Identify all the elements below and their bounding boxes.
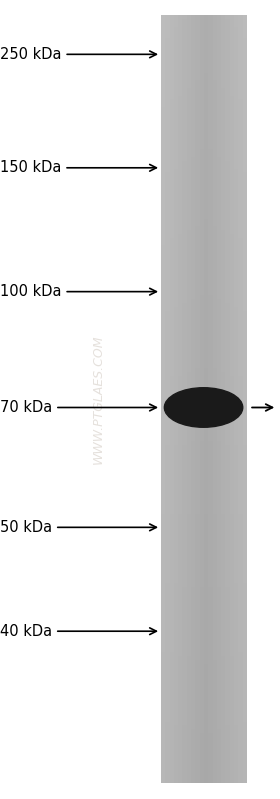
Text: 40 kDa: 40 kDa: [0, 624, 156, 638]
Text: 50 kDa: 50 kDa: [0, 520, 156, 535]
Text: 70 kDa: 70 kDa: [0, 400, 156, 415]
Text: WWW.PTGLAES.COM: WWW.PTGLAES.COM: [92, 335, 104, 464]
Text: 250 kDa: 250 kDa: [0, 47, 156, 62]
Ellipse shape: [164, 388, 243, 427]
Text: 100 kDa: 100 kDa: [0, 284, 156, 299]
Text: 150 kDa: 150 kDa: [0, 161, 156, 175]
